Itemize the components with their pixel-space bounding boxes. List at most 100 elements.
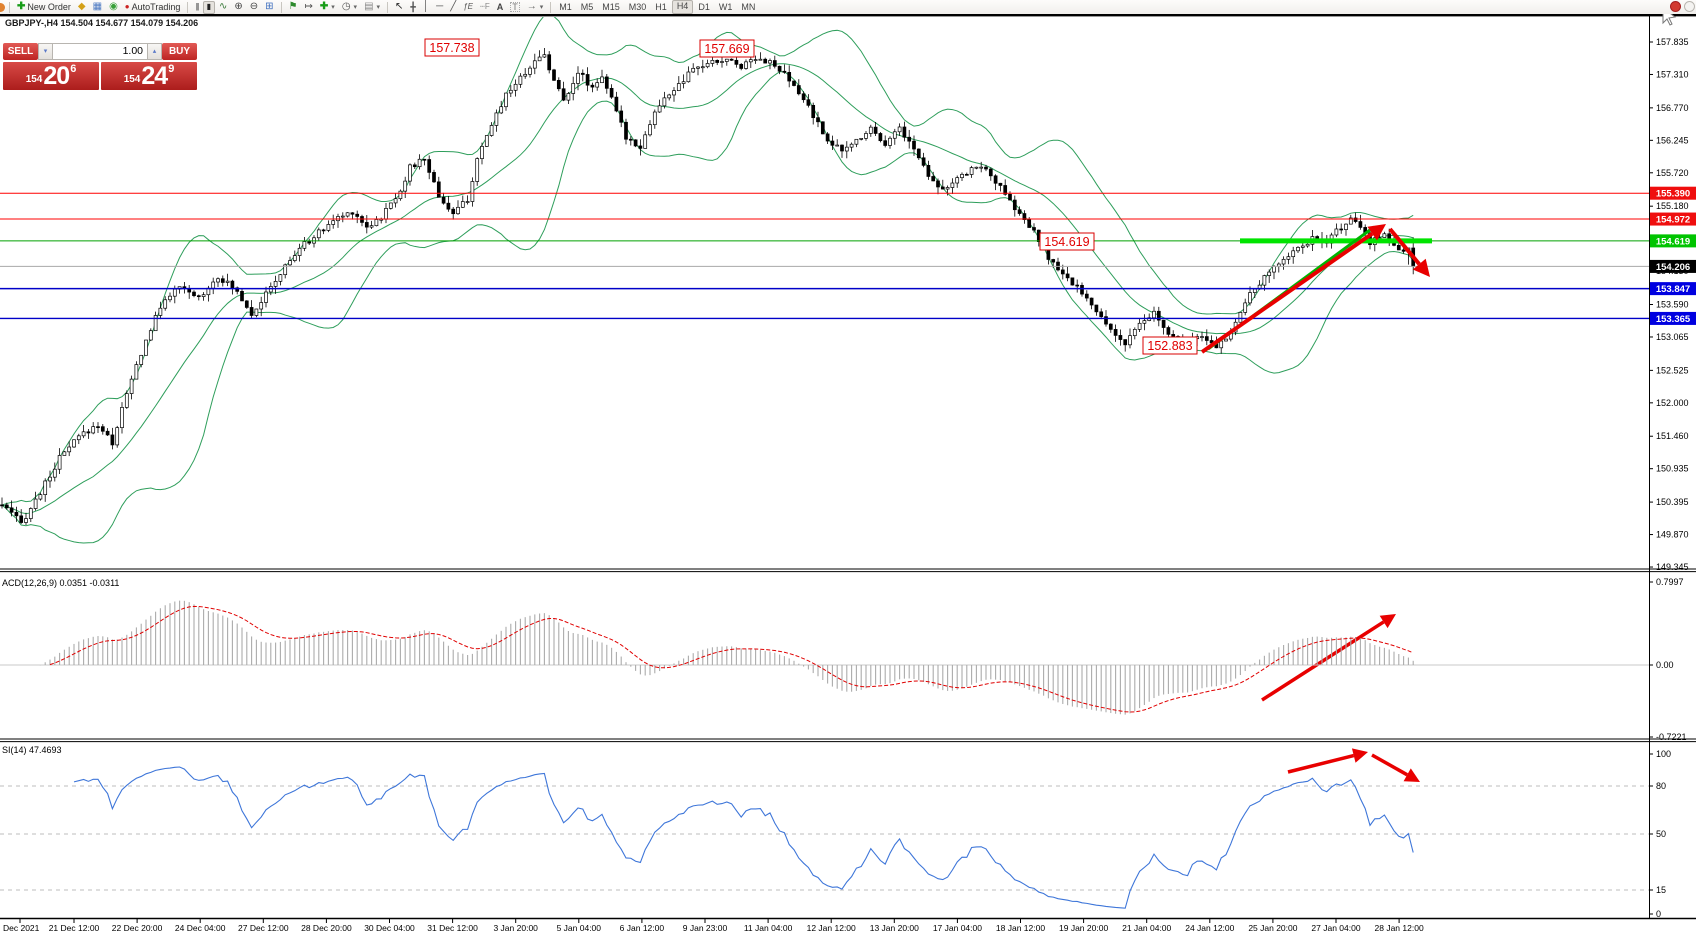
timeframe-d1-button[interactable]: D1 [698, 2, 710, 12]
volume-decrease-button[interactable]: ▾ [38, 43, 53, 60]
timeframe-m30-button[interactable]: M30 [628, 2, 647, 12]
candle-body [86, 431, 91, 434]
zoom-out-button[interactable]: ⊖ [247, 1, 261, 14]
timeframe-h4-button[interactable]: H4 [671, 0, 694, 14]
candle-body [398, 190, 403, 200]
candle-body [196, 295, 201, 298]
candle-body [825, 133, 830, 142]
text-tool-button[interactable]: A [494, 1, 507, 14]
partial-toolbar-icon[interactable] [0, 2, 5, 12]
timeframe-m5-button[interactable]: M5 [580, 2, 594, 12]
volume-input[interactable]: 1.00 [53, 43, 147, 60]
candle-body [326, 224, 331, 231]
rsi-scale-label: 0 [1656, 909, 1661, 919]
price-tick-label: 157.310 [1656, 69, 1689, 79]
new-chart-button[interactable]: ✚ ▾ [317, 1, 338, 14]
arrows-tool-button[interactable]: → ▾ [524, 1, 547, 14]
chart-shift-button[interactable]: ↦ [302, 1, 316, 14]
thick-green-segment[interactable] [1240, 238, 1432, 244]
price-tick-label: 153.065 [1656, 332, 1689, 342]
tile-windows-button[interactable]: ⊞ [262, 1, 276, 14]
buy-button[interactable]: BUY [162, 43, 197, 60]
candle-body [897, 126, 902, 133]
bid-price-pip: 6 [70, 63, 77, 75]
candle-body [729, 58, 734, 61]
candle-body [33, 498, 38, 509]
rsi-label: SI(14) 47.4693 [2, 745, 62, 755]
tile-windows-icon: ⊞ [265, 1, 274, 12]
cycle-lines-tool-button[interactable]: ┄F [477, 1, 493, 14]
candle-body [470, 181, 475, 202]
candle-body [388, 202, 393, 209]
fibonacci-tool-button[interactable]: ƒE [460, 1, 476, 14]
macd-pane [0, 600, 1649, 715]
line-chart-mode-button[interactable]: ∿ [216, 1, 230, 14]
candle-body [96, 426, 100, 429]
candle-body [964, 173, 969, 176]
candle-body [384, 208, 388, 220]
candle-body [292, 255, 297, 261]
auto-scroll-button[interactable]: ⚑ [286, 1, 301, 14]
drawing-annotations[interactable] [1200, 224, 1430, 782]
candle-body [988, 168, 993, 177]
toolbar: ✚ New Order ◆ ▦ ◉ ● AutoTrading ||| ▮ ∿ … [0, 0, 1696, 14]
horizontal-lines[interactable] [0, 192, 1649, 320]
macd-label: ACD(12,26,9) 0.0351 -0.0311 [2, 578, 119, 588]
timeframe-mn-button[interactable]: MN [741, 2, 756, 12]
candle-body [1075, 284, 1080, 287]
candle-body [1032, 227, 1036, 231]
autotrading-button[interactable]: ● AutoTrading [122, 1, 184, 14]
candle-body [1123, 339, 1128, 346]
horizontal-line-tool-button[interactable]: ─ [433, 1, 446, 14]
timeframe-w1-button[interactable]: W1 [718, 2, 733, 12]
candle-body [734, 59, 739, 65]
candle-body [912, 140, 916, 150]
bar-chart-mode-button[interactable]: ||| [192, 1, 201, 14]
rsi-scale-label: 80 [1656, 781, 1666, 791]
callout-box [1142, 336, 1198, 355]
periods-button[interactable]: ◷ ▾ [339, 1, 360, 14]
price-tick-label: 155.180 [1656, 201, 1689, 211]
cursor-tool-button[interactable]: ↖ [392, 1, 406, 14]
ask-price-display[interactable]: 154 24 9 [101, 62, 197, 90]
candle-body [364, 222, 369, 228]
signal-button[interactable]: ◉ [106, 1, 121, 14]
gold-button[interactable]: ◆ [75, 1, 89, 14]
zoom-in-button[interactable]: ⊕ [231, 1, 245, 14]
new-order-button[interactable]: ✚ New Order [14, 1, 74, 14]
candlestick-mode-button[interactable]: ▮ [202, 0, 215, 14]
candle-body [960, 173, 964, 179]
toolbar-separator [9, 1, 10, 13]
crosshair-tool-button[interactable]: ╋ [407, 1, 418, 14]
callout-text: 152.883 [1147, 339, 1192, 353]
timeframe-m1-button[interactable]: M1 [559, 2, 572, 12]
candle-body [523, 73, 528, 77]
time-scale[interactable]: Dec 2021 21 Dec 12:00 22 Dec 20:00 24 Dec 0… [3, 919, 1424, 933]
charts-window-button[interactable]: ▦ [90, 1, 105, 14]
macd-arrow-annotation [1261, 614, 1396, 702]
price-callouts[interactable]: 157.738 157.669 154.619 152.883 [424, 38, 1198, 355]
vertical-line-tool-button[interactable]: │ [420, 1, 432, 14]
trendline-tool-button[interactable]: ╱ [447, 1, 459, 14]
candle-body [316, 229, 321, 239]
volume-increase-button[interactable]: ▴ [147, 43, 162, 60]
macd-scale-label: 0.7997 [1656, 577, 1684, 587]
candle-body [441, 196, 446, 204]
price-scale[interactable]: 157.835 157.310 156.770 156.245 155.720 155.1… [1649, 37, 1696, 572]
candle-body [1334, 228, 1339, 236]
candle-body [955, 177, 960, 184]
bid-price-display[interactable]: 154 20 6 [3, 62, 99, 90]
timeframe-m15-button[interactable]: M15 [602, 2, 620, 12]
candle-body [264, 291, 268, 303]
templates-button[interactable]: ▤ ▾ [361, 1, 383, 14]
candle-body [1348, 217, 1353, 225]
rsi-arrow-annotation [1287, 748, 1368, 774]
sell-button[interactable]: SELL [3, 43, 38, 60]
timeframe-h1-button[interactable]: H1 [655, 2, 667, 12]
candle-body [432, 172, 436, 183]
candle-body [974, 166, 979, 169]
label-tool-button[interactable]: T [507, 1, 523, 14]
candle-body [676, 83, 681, 91]
candle-body [681, 81, 686, 84]
